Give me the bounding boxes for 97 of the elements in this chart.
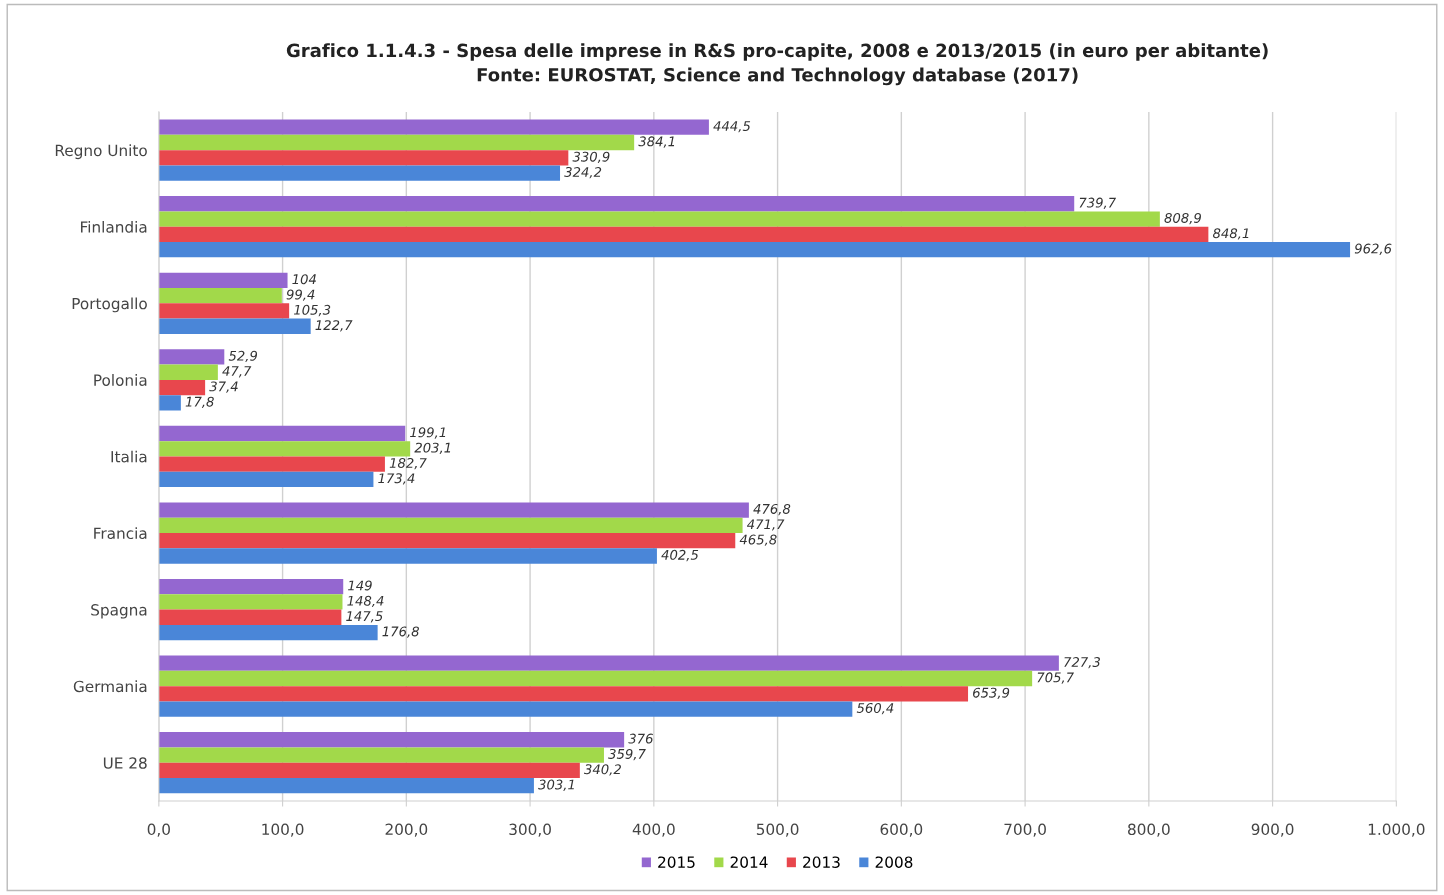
bar xyxy=(158,456,385,472)
data-label: 808,9 xyxy=(1164,212,1201,225)
data-label: 340,2 xyxy=(584,764,621,776)
data-label: 52,9 xyxy=(228,350,258,363)
y-tick-label: UE 28 xyxy=(103,757,147,769)
data-label: 37,4 xyxy=(209,381,238,393)
x-tick-label: 700,0 xyxy=(1004,823,1046,837)
bar xyxy=(158,624,378,641)
data-label: 148,4 xyxy=(347,595,384,608)
bar xyxy=(158,441,411,457)
y-tick-label: Francia xyxy=(94,527,147,540)
x-tick-label: 800,0 xyxy=(1128,823,1170,837)
x-tick-label: 600,0 xyxy=(880,823,923,837)
bar xyxy=(158,226,1209,243)
data-label: 705,7 xyxy=(1037,672,1074,684)
x-tick-label: 900,0 xyxy=(1251,823,1294,837)
x-tick-label: 100,0 xyxy=(262,823,304,837)
bar xyxy=(158,211,1160,227)
bar xyxy=(158,134,635,151)
bar xyxy=(158,287,282,304)
data-label: 303,1 xyxy=(538,779,574,791)
data-label: 105,3 xyxy=(293,304,331,317)
data-label: 147,5 xyxy=(346,611,383,623)
bar xyxy=(158,701,853,717)
bar xyxy=(158,686,969,702)
legend-label: 2013 xyxy=(803,856,840,868)
data-label: 402,5 xyxy=(661,549,699,562)
y-tick-label: Regno Unito xyxy=(55,144,147,160)
y-tick-label: Spagna xyxy=(91,604,147,619)
bar xyxy=(158,395,181,411)
bar xyxy=(158,196,1075,212)
bar xyxy=(158,150,569,166)
x-tick-label: 0,0 xyxy=(147,823,170,837)
chart-title: Grafico 1.1.4.3 - Spesa delle imprese in R&S pro-capite, 2008 e 2013/2015 (in euro per abitante) Fonte: EUROSTAT, Science and Technology database (2017) xyxy=(286,43,1268,86)
data-label: 324,2 xyxy=(564,166,602,179)
data-label: 47,7 xyxy=(222,366,252,378)
bar xyxy=(158,303,290,319)
data-label: 444,5 xyxy=(713,121,751,133)
data-label: 176,8 xyxy=(382,626,419,638)
bar xyxy=(158,379,206,396)
x-tick-label: 300,0 xyxy=(509,823,551,837)
bar xyxy=(158,747,604,763)
data-label: 104 xyxy=(292,274,316,285)
data-label: 182,7 xyxy=(389,457,427,470)
bar xyxy=(158,732,625,748)
data-label: 653,9 xyxy=(973,687,1010,699)
data-label: 384,1 xyxy=(638,136,675,148)
y-tick-label: Italia xyxy=(111,450,147,463)
legend-label: 2014 xyxy=(730,856,768,868)
data-label: 203,1 xyxy=(414,442,451,454)
data-label: 173,4 xyxy=(378,473,415,485)
data-label: 376 xyxy=(628,733,653,744)
x-tick-label: 400,0 xyxy=(632,823,675,837)
y-tick-label: Portogallo xyxy=(72,297,147,313)
bar xyxy=(158,548,657,564)
data-label: 149 xyxy=(348,580,372,591)
data-label: 122,7 xyxy=(315,320,353,332)
bar xyxy=(158,471,374,488)
bar xyxy=(158,349,225,365)
data-label: 199,1 xyxy=(410,427,446,439)
data-label: 99,4 xyxy=(286,289,315,301)
x-tick-label: 500,0 xyxy=(756,823,799,837)
bar xyxy=(158,425,406,442)
data-label: 17,8 xyxy=(185,396,214,409)
data-label: 962,6 xyxy=(1354,243,1392,255)
data-label: 727,3 xyxy=(1064,657,1100,669)
bar xyxy=(158,502,749,518)
bar xyxy=(158,594,343,610)
y-tick-label: Finlandia xyxy=(81,220,147,233)
bar xyxy=(158,655,1059,671)
bar xyxy=(158,318,311,334)
data-label: 330,9 xyxy=(572,151,610,163)
y-tick-label: Polonia xyxy=(94,374,147,386)
legend-label: 2008 xyxy=(875,856,913,868)
bar xyxy=(158,578,344,595)
bar xyxy=(158,670,1033,687)
data-label: 359,7 xyxy=(608,748,646,761)
x-tick-label: 200,0 xyxy=(385,823,428,837)
bar xyxy=(158,778,534,794)
y-tick-label: Germania xyxy=(73,680,147,693)
bar xyxy=(158,609,342,625)
data-label: 471,7 xyxy=(746,519,785,531)
bar xyxy=(158,517,743,534)
legend-label: 2015 xyxy=(658,856,695,868)
x-tick-label: 1.000,0 xyxy=(1368,823,1425,837)
bar xyxy=(158,533,736,549)
bar xyxy=(158,364,218,380)
bar xyxy=(158,119,709,135)
bar xyxy=(158,762,580,779)
data-label: 848,1 xyxy=(1212,228,1249,240)
bar xyxy=(158,272,288,288)
data-label: 560,4 xyxy=(856,702,894,715)
data-label: 476,8 xyxy=(753,503,791,516)
data-label: 739,7 xyxy=(1079,197,1117,209)
bar xyxy=(158,165,561,181)
data-label: 465,8 xyxy=(739,534,777,546)
bar xyxy=(158,242,1351,258)
